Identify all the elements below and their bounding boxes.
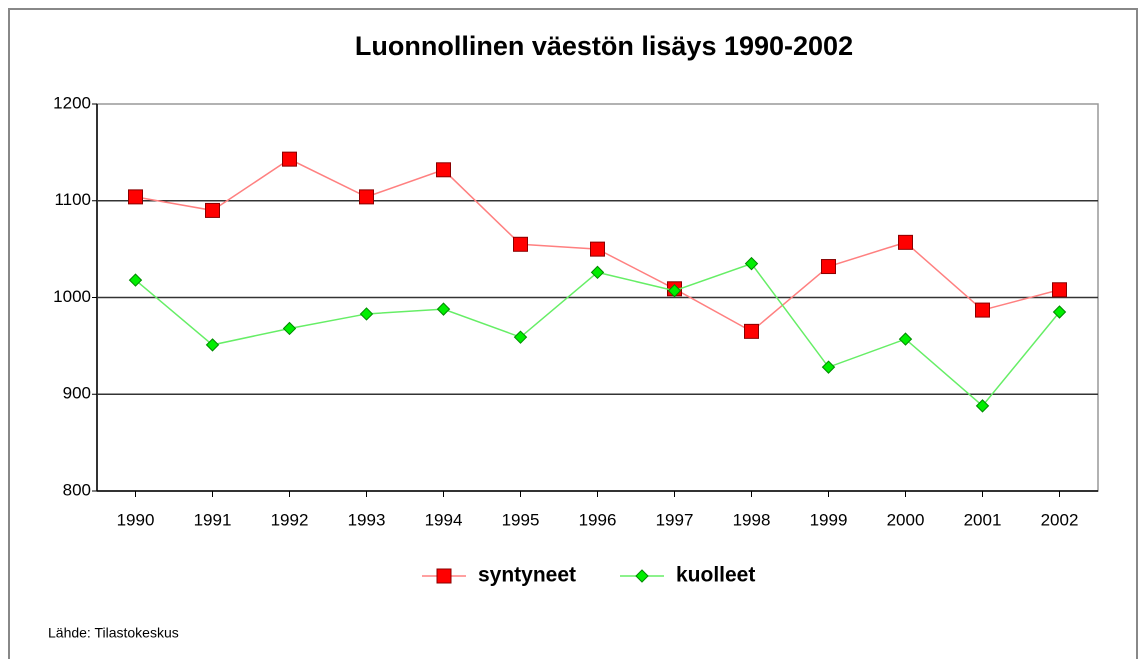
x-tick-label: 2001 [964, 510, 1002, 529]
x-tick-label: 1990 [117, 510, 155, 529]
x-tick-label: 2000 [887, 510, 925, 529]
x-tick-label: 2002 [1041, 510, 1079, 529]
data-point [436, 162, 451, 178]
data-point [128, 189, 143, 205]
legend-label: kuolleet [676, 564, 755, 587]
data-point [205, 338, 220, 352]
data-point [975, 302, 990, 318]
x-tick-label: 1997 [656, 510, 694, 529]
data-point [590, 241, 605, 257]
data-point [128, 273, 143, 287]
data-point [436, 302, 451, 316]
x-tick-label: 1993 [348, 510, 386, 529]
data-point [898, 234, 913, 250]
x-tick-label: 1995 [502, 510, 540, 529]
y-tick-label: 1000 [53, 287, 91, 306]
data-point [744, 256, 759, 271]
legend-marker [635, 569, 649, 583]
data-point [1052, 305, 1067, 319]
y-tick-label: 1100 [54, 190, 91, 209]
data-point [205, 202, 220, 218]
data-point [744, 323, 759, 339]
y-tick-label: 900 [63, 384, 91, 403]
data-point [513, 330, 528, 344]
frame [8, 8, 1138, 659]
legend-marker [436, 568, 452, 584]
x-tick-label: 1996 [579, 510, 617, 529]
source-note: Lähde: Tilastokeskus [48, 625, 179, 641]
x-tick-label: 1992 [271, 510, 309, 529]
data-point [821, 259, 836, 275]
legend-label: syntyneet [478, 564, 576, 587]
data-point [282, 151, 297, 167]
data-point [282, 321, 297, 336]
data-point [359, 189, 374, 205]
x-tick-label: 1991 [194, 510, 232, 529]
data-point [590, 265, 605, 280]
x-tick-label: 1994 [425, 510, 463, 529]
data-point [898, 332, 913, 346]
data-point [667, 284, 682, 298]
y-tick-label: 800 [63, 480, 91, 499]
chart-title: Luonnollinen väestön lisäys 1990-2002 [355, 31, 853, 61]
x-tick-label: 1998 [733, 510, 771, 529]
data-point [513, 236, 528, 252]
data-point [359, 307, 374, 321]
data-point [975, 399, 990, 413]
data-point [1052, 282, 1067, 298]
y-tick-label: 1200 [53, 93, 91, 112]
data-point [821, 360, 836, 374]
x-tick-label: 1999 [810, 510, 848, 529]
